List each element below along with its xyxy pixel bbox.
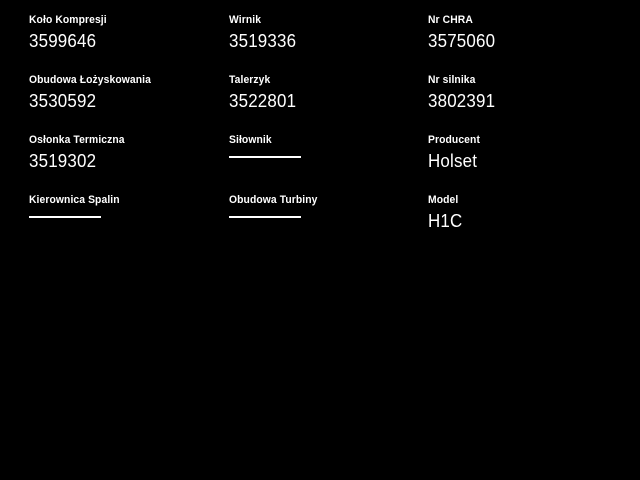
spec-field-value: Holset bbox=[428, 151, 478, 171]
spec-field: Obudowa Łożyskowania 3530592 bbox=[29, 74, 229, 134]
spec-field-value: 3519336 bbox=[229, 31, 297, 51]
spec-field: Model H1C bbox=[428, 194, 619, 254]
spec-field: Nr CHRA 3575060 bbox=[428, 14, 619, 74]
spec-field-label: Nr CHRA bbox=[428, 14, 473, 26]
spec-field-value: 3530592 bbox=[29, 91, 97, 111]
spec-field: Nr silnika 3802391 bbox=[428, 74, 619, 134]
spec-field-label: Nr silnika bbox=[428, 74, 476, 86]
spec-field: Obudowa Turbiny bbox=[229, 194, 428, 254]
spec-field-value: 3599646 bbox=[29, 31, 97, 51]
empty-value-dash bbox=[229, 156, 301, 158]
empty-value-dash bbox=[29, 216, 101, 218]
spec-field-label: Model bbox=[428, 194, 459, 206]
spec-field: Kierownica Spalin bbox=[29, 194, 229, 254]
spec-field-label: Osłonka Termiczna bbox=[29, 134, 125, 146]
spec-field: Koło Kompresji 3599646 bbox=[29, 14, 229, 74]
spec-field-label: Obudowa Łożyskowania bbox=[29, 74, 151, 86]
spec-field-label: Siłownik bbox=[229, 134, 272, 146]
spec-field-label: Koło Kompresji bbox=[29, 14, 107, 26]
spec-field-value: 3519302 bbox=[29, 151, 97, 171]
spec-field: Talerzyk 3522801 bbox=[229, 74, 428, 134]
spec-field-label: Producent bbox=[428, 134, 480, 146]
spec-field: Siłownik bbox=[229, 134, 428, 194]
spec-field-label: Obudowa Turbiny bbox=[229, 194, 318, 206]
empty-value-dash bbox=[229, 216, 301, 218]
spec-field: Osłonka Termiczna 3519302 bbox=[29, 134, 229, 194]
spec-field-label: Talerzyk bbox=[229, 74, 271, 86]
spec-field-label: Kierownica Spalin bbox=[29, 194, 120, 206]
spec-field: Producent Holset bbox=[428, 134, 619, 194]
spec-field-label: Wirnik bbox=[229, 14, 262, 26]
spec-field-value: 3802391 bbox=[428, 91, 496, 111]
spec-field-value: 3575060 bbox=[428, 31, 496, 51]
spec-field-value: 3522801 bbox=[229, 91, 297, 111]
spec-field-value: H1C bbox=[428, 211, 463, 231]
spec-field-grid: Koło Kompresji 3599646 Wirnik 3519336 Nr… bbox=[29, 14, 619, 254]
spec-field: Wirnik 3519336 bbox=[229, 14, 428, 74]
